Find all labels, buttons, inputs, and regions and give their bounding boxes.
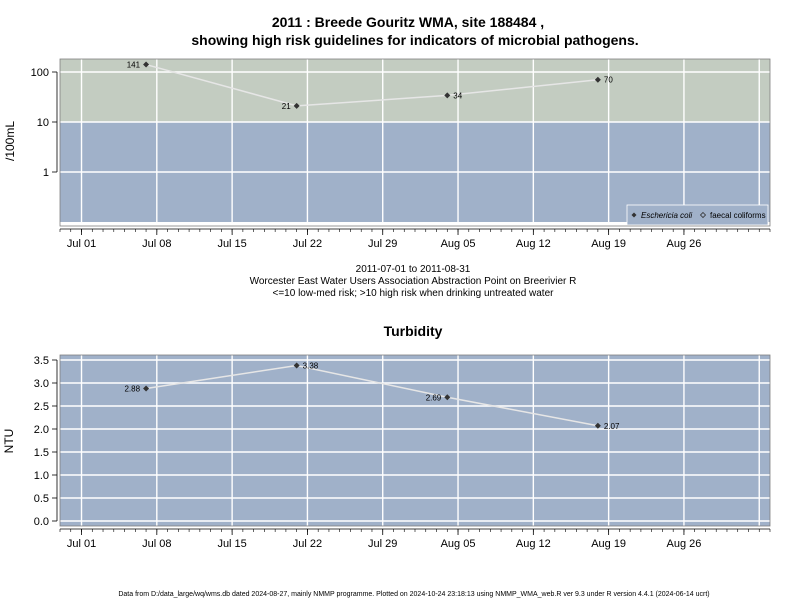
x-tick-label: Jul 08	[142, 238, 171, 250]
data-label: 2.88	[124, 385, 140, 394]
x-tick-label: Jul 08	[142, 538, 171, 550]
chart1-caption-dates: 2011-07-01 to 2011-08-31	[356, 264, 471, 275]
x-tick-label: Aug 12	[516, 538, 551, 550]
chart1-legend: Eschericia coli faecal coliforms	[626, 204, 769, 226]
chart2-points: 2.88 3.38 2.69 2.07	[124, 362, 620, 431]
chart1-legend-entry-1: Eschericia coli	[641, 211, 692, 220]
plot-background	[60, 355, 770, 526]
y-tick-label: 2.0	[34, 424, 49, 436]
x-tick-label: Jul 15	[217, 538, 246, 550]
x-tick-label: Aug 05	[441, 238, 476, 250]
data-label: 70	[604, 76, 613, 85]
y-tick-label: 3.5	[34, 355, 49, 367]
y-tick-label: 100	[31, 67, 49, 79]
y-tick-label: 0.0	[34, 516, 49, 528]
x-tick-label: Jul 22	[293, 538, 322, 550]
data-label: 141	[127, 61, 141, 70]
chart1-caption-site: Worcester East Water Users Association A…	[250, 276, 577, 287]
data-point-marker	[293, 362, 300, 369]
series-line	[145, 63, 598, 107]
legend-open-diamond-icon	[699, 211, 707, 219]
chart2-series-line	[145, 364, 599, 427]
x-tick-label: Jul 29	[368, 538, 397, 550]
data-label: 34	[453, 91, 462, 100]
data-label: 3.38	[303, 362, 319, 371]
chart2-title: Turbidity	[384, 323, 443, 339]
data-point-marker	[143, 61, 150, 68]
x-tick-label: Aug 19	[591, 538, 626, 550]
data-point-marker	[293, 102, 300, 109]
y-tick-label: 1.0	[34, 470, 49, 482]
data-point-marker	[594, 422, 601, 429]
y-tick-label: 1.5	[34, 447, 49, 459]
series-line	[145, 364, 599, 427]
x-tick-label: Aug 26	[667, 538, 702, 550]
chart1-y-axis-label: /100mL	[3, 121, 17, 161]
chart2-axes: Jul 01 Jul 08 Jul 15 Jul 22 Jul 29 Aug 05 Aug …	[34, 354, 771, 550]
y-tick-label: 3.0	[34, 378, 49, 390]
chart1-series-line	[145, 63, 598, 107]
data-label: 2.07	[604, 422, 620, 431]
data-point-marker	[444, 92, 451, 99]
chart1-title-line1: 2011 : Breede Gouritz WMA, site 188484 ,	[272, 14, 544, 30]
x-tick-label: Aug 19	[591, 238, 626, 250]
data-point-marker	[594, 76, 601, 83]
data-point-marker	[444, 394, 451, 401]
x-tick-label: Aug 12	[516, 238, 551, 250]
plot-frame	[59, 58, 771, 227]
data-label: 2.69	[426, 393, 442, 402]
chart1-gridlines	[60, 59, 770, 226]
chart1-title-line2: showing high risk guidelines for indicat…	[191, 32, 638, 48]
chart1-points: 141 21 34 70	[127, 61, 614, 111]
y-tick-label: 10	[37, 117, 49, 129]
x-tick-label: Jul 29	[368, 238, 397, 250]
chart2-background	[60, 355, 770, 526]
footer-note: Data from D:/data_large/wq/wms.db dated …	[118, 591, 709, 598]
x-tick-label: Jul 01	[67, 538, 96, 550]
chart1-axes: Jul 01 Jul 08 Jul 15 Jul 22 Jul 29 Aug 05 Aug …	[31, 58, 771, 250]
plot-frame	[59, 354, 771, 527]
chart2-y-axis-label: NTU	[2, 429, 16, 454]
x-tick-label: Jul 01	[67, 238, 96, 250]
y-tick-label: 1	[43, 167, 49, 179]
x-tick-label: Jul 15	[217, 238, 246, 250]
x-tick-label: Aug 05	[441, 538, 476, 550]
x-tick-label: Aug 26	[667, 238, 702, 250]
y-tick-label: 2.5	[34, 401, 49, 413]
legend-filled-diamond-icon	[631, 212, 637, 218]
risk-band-2	[60, 59, 770, 122]
data-label: 21	[282, 102, 291, 111]
y-tick-label: 0.5	[34, 493, 49, 505]
data-point-marker	[143, 385, 150, 392]
chart1-background	[60, 59, 770, 222]
x-tick-label: Jul 22	[293, 238, 322, 250]
chart1-caption-guideline: <=10 low-med risk; >10 high risk when dr…	[273, 288, 555, 299]
chart1-legend-entry-2: faecal coliforms	[710, 211, 766, 220]
